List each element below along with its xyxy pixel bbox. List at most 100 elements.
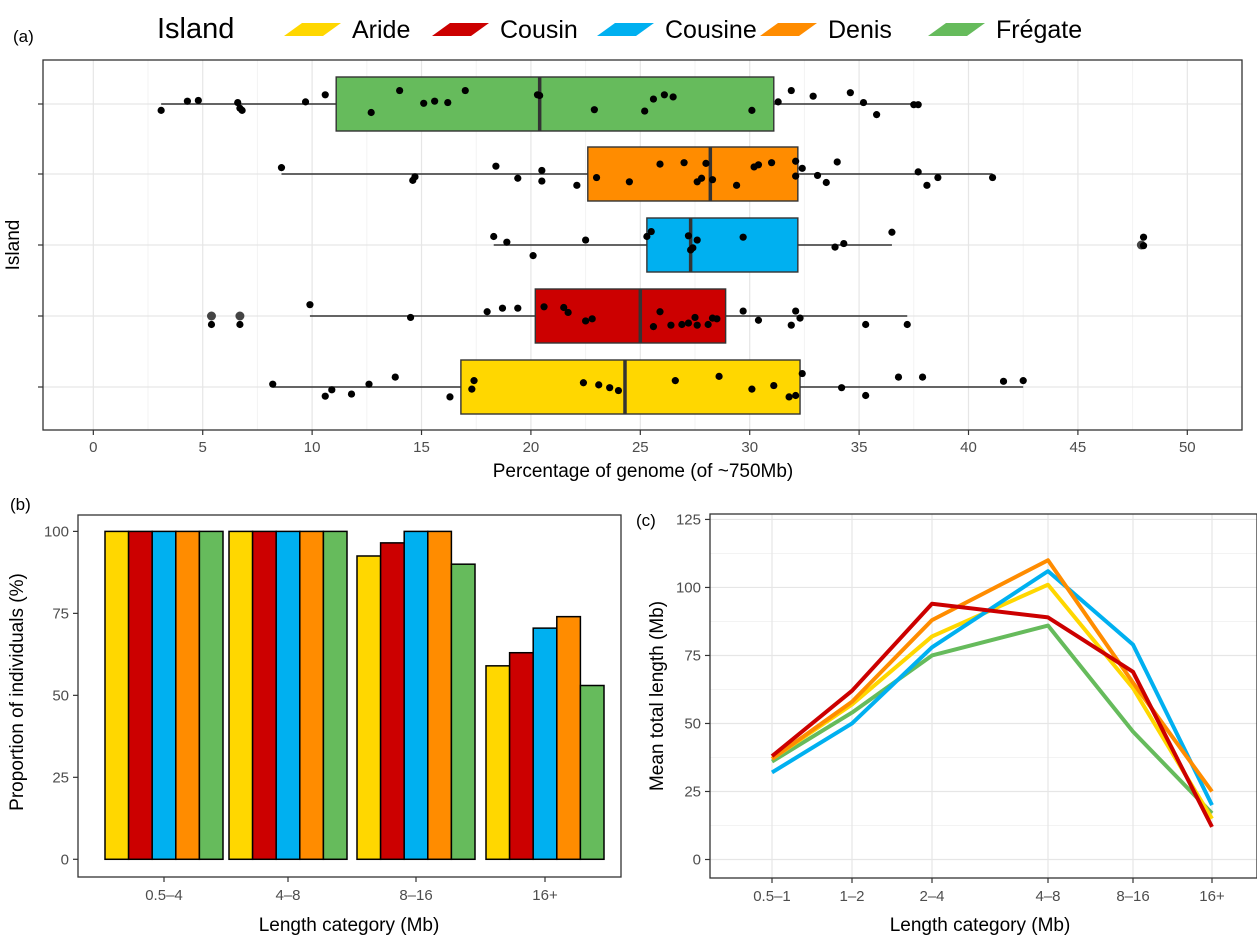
bar-denis-0-5-4 <box>175 530 201 861</box>
boxplot-panel: 0 5 10 15 20 25 30 35 40 45 50 Percentage of genom… <box>3 59 1243 482</box>
bar-fr-gate-16 <box>579 684 605 861</box>
y-tick-label-c: 0 <box>693 852 701 869</box>
x-tick-label-c: 0.5–1 <box>753 888 791 905</box>
point-fr-gate <box>367 108 375 117</box>
point-cousin <box>498 304 507 312</box>
x-tick-label-b: 4–8 <box>275 887 300 904</box>
x-tick-label-a: 15 <box>413 439 430 456</box>
legend-swatch-cousine <box>597 23 654 36</box>
x-tick-label-a: 20 <box>523 439 540 456</box>
point-aride <box>715 372 723 380</box>
point-fr-gate <box>649 95 658 103</box>
point-aride <box>798 369 806 378</box>
point-denis <box>732 181 741 189</box>
point-cousin <box>564 308 572 317</box>
bar-denis-4-8 <box>299 530 325 861</box>
point-cousine <box>503 238 511 246</box>
plot-border-c <box>709 513 1257 879</box>
y-tick-label-b: 0 <box>61 851 69 868</box>
box-cousine <box>646 217 799 273</box>
y-tick-label-b: 75 <box>52 605 69 622</box>
bar-cousin-16 <box>508 651 534 861</box>
point-fr-gate <box>431 97 439 105</box>
x-axis-title-c: Length category (Mb) <box>890 915 1071 936</box>
point-cousine <box>529 252 537 260</box>
point-cousine <box>693 236 701 244</box>
point-fr-gate <box>301 98 310 106</box>
point-cousine <box>831 243 839 251</box>
point-denis <box>538 166 546 175</box>
point-denis <box>492 162 500 170</box>
point-fr-gate <box>536 91 544 100</box>
point-cousin <box>667 321 675 329</box>
point-denis <box>277 164 286 172</box>
outlier-cousin <box>206 311 216 321</box>
point-fr-gate <box>774 98 782 106</box>
point-fr-gate <box>461 86 469 95</box>
point-aride <box>446 393 454 401</box>
y-tick-label-c: 50 <box>684 715 701 732</box>
point-denis <box>934 173 942 182</box>
point-cousin <box>693 321 701 329</box>
point-fr-gate <box>641 107 649 115</box>
y-axis-title-a: Island <box>3 220 24 271</box>
point-denis <box>514 174 522 182</box>
x-axis-title-a: Percentage of genome (of ~750Mb) <box>493 461 794 482</box>
point-fr-gate <box>914 101 922 109</box>
point-denis <box>592 173 601 182</box>
panel-label-c: (c) <box>636 511 656 530</box>
point-denis <box>923 181 931 189</box>
bar-denis-8-16 <box>427 530 453 861</box>
bar-aride-16 <box>485 665 511 861</box>
point-cousin <box>588 315 596 323</box>
y-tick-label-b: 50 <box>52 687 69 704</box>
point-aride <box>838 384 846 392</box>
x-tick-label-a: 5 <box>199 439 207 456</box>
legend-swatch-fr-gate <box>928 23 985 36</box>
point-denis <box>833 158 841 166</box>
point-cousin <box>207 320 216 329</box>
legend-swatch-denis <box>760 23 817 36</box>
box-aride <box>460 359 801 415</box>
point-denis <box>702 159 710 167</box>
point-aride <box>862 391 870 400</box>
series-line-cousin <box>770 601 1214 828</box>
point-fr-gate <box>183 97 192 105</box>
point-cousine <box>840 239 848 248</box>
point-cousin <box>684 319 693 327</box>
point-aride <box>328 386 336 394</box>
x-tick-label-b: 0.5–4 <box>145 887 183 904</box>
y-tick-label-b: 100 <box>44 523 69 540</box>
point-cousine <box>582 236 590 244</box>
point-fr-gate <box>590 106 598 114</box>
point-cousine <box>1139 233 1148 241</box>
point-fr-gate <box>420 99 428 107</box>
bar-cousine-0-5-4 <box>151 530 177 861</box>
bar-cousin-8-16 <box>379 542 405 861</box>
point-cousin <box>649 323 658 331</box>
point-cousin <box>754 316 763 324</box>
y-tick-label-c: 100 <box>676 579 701 596</box>
box-fr-gate <box>335 76 775 132</box>
point-cousin <box>582 317 590 325</box>
x-tick-label-a: 35 <box>851 439 868 456</box>
point-fr-gate <box>846 89 854 97</box>
legend-label-cousin: Cousin <box>500 16 578 44</box>
point-denis <box>538 177 546 185</box>
point-denis <box>813 171 822 180</box>
plot-border-b <box>77 514 622 878</box>
point-denis <box>767 159 776 167</box>
x-tick-label-c: 16+ <box>1199 888 1225 905</box>
point-cousin <box>691 313 699 322</box>
point-aride <box>347 390 356 398</box>
bar-fr-gate-0-5-4 <box>198 530 224 861</box>
x-tick-label-a: 50 <box>1179 439 1196 456</box>
legend-label-fr-gate: Frégate <box>996 16 1082 44</box>
point-cousin <box>560 303 568 312</box>
point-aride <box>365 380 373 388</box>
point-cousin <box>862 320 870 329</box>
point-aride <box>671 377 679 385</box>
point-aride <box>468 385 476 393</box>
point-cousin <box>713 315 721 323</box>
